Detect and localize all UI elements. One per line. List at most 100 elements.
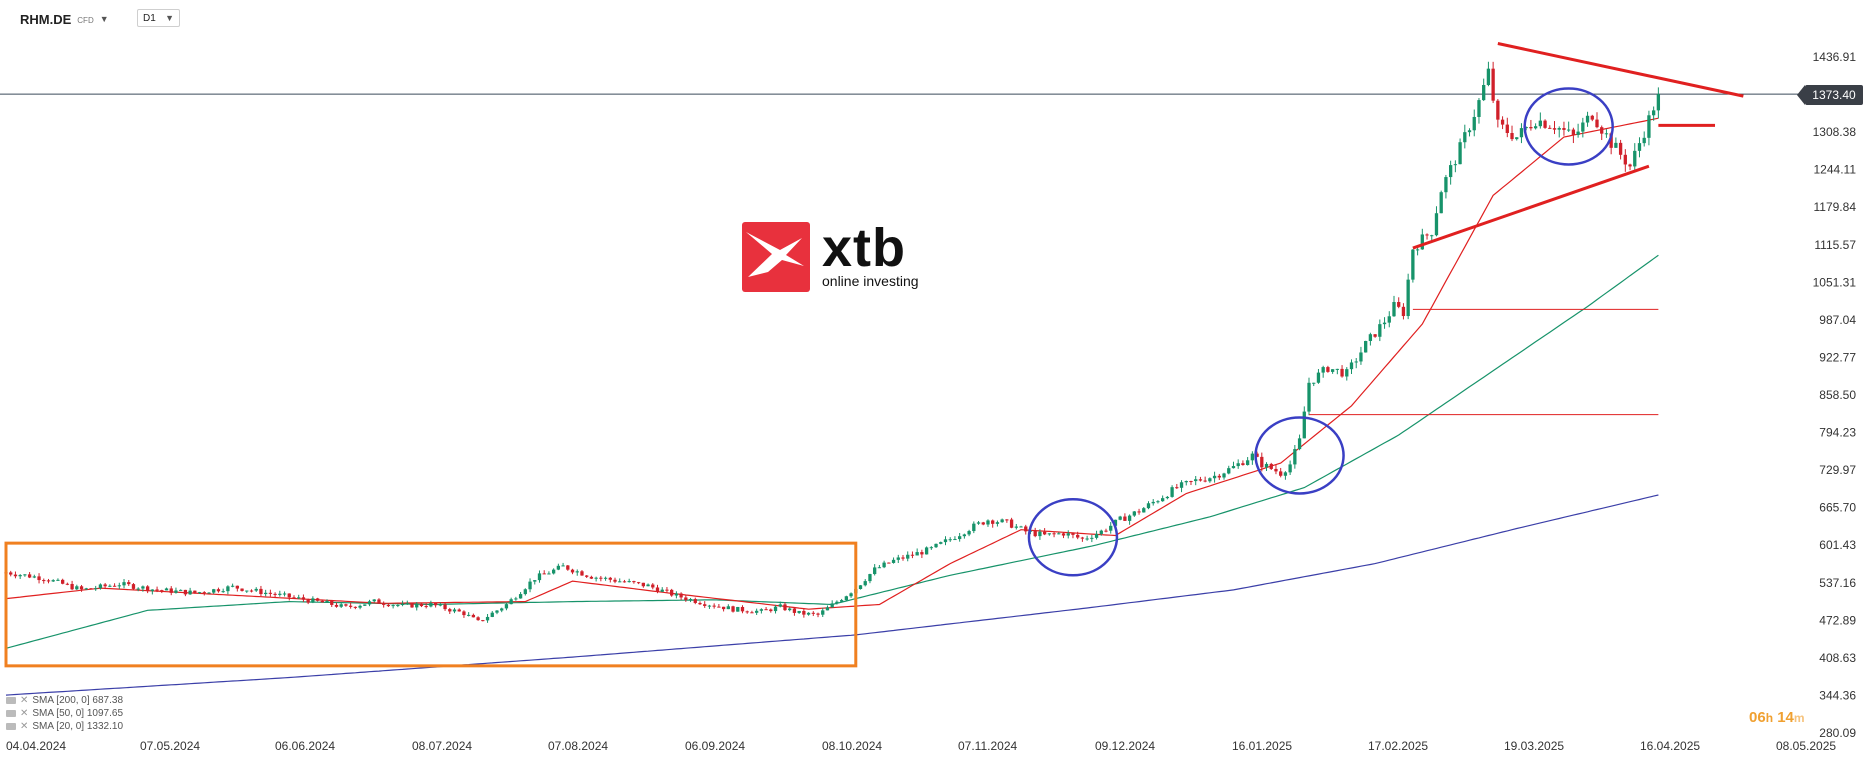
candle-body [169, 588, 173, 593]
legend-item[interactable]: ✕ SMA [200, 0] 687.38 [6, 694, 123, 707]
candle-body [1019, 526, 1023, 528]
eye-icon[interactable] [6, 723, 16, 730]
candle-body [1633, 150, 1637, 167]
timeframe-selector[interactable]: D1 ▼ [137, 9, 180, 27]
candle-body [1038, 531, 1042, 537]
candle-body [547, 573, 551, 575]
candle-body [759, 609, 764, 611]
candle-body [1581, 122, 1585, 132]
y-tick-label: 858.50 [1819, 388, 1856, 402]
candle-body [873, 567, 877, 575]
candle-body [363, 604, 367, 606]
candle-body [1387, 316, 1391, 323]
candle-body [160, 590, 164, 592]
candle-body [264, 592, 268, 595]
y-tick-label: 1308.38 [1813, 125, 1857, 139]
candle-body [1397, 302, 1401, 307]
y-axis: 1436.91 1308.38 1244.11 1179.84 1115.57 1051.… [1813, 50, 1857, 740]
candle-body [943, 539, 948, 543]
close-icon[interactable]: ✕ [20, 708, 29, 719]
candle-body [929, 547, 933, 549]
candle-body [566, 565, 570, 570]
candle-body [1359, 352, 1363, 362]
candle-body [1179, 482, 1184, 488]
candle-body [13, 574, 18, 577]
candle-body [1156, 501, 1160, 503]
candle-body [1109, 525, 1113, 531]
eye-icon[interactable] [6, 710, 16, 717]
candle-body [117, 585, 121, 587]
legend-item[interactable]: ✕ SMA [20, 0] 1332.10 [6, 720, 123, 733]
candle-body [1486, 68, 1491, 85]
y-tick-label: 408.63 [1819, 651, 1856, 665]
logo-tagline: online investing [822, 273, 919, 289]
candle-body [424, 606, 428, 608]
candles [4, 61, 1661, 623]
legend-item[interactable]: ✕ SMA [50, 0] 1097.65 [6, 707, 123, 720]
candle-body [788, 608, 792, 611]
candle-body [958, 536, 962, 540]
candle-body [297, 597, 301, 599]
candle-body [594, 577, 598, 579]
candle-body [433, 602, 438, 606]
highlight-circle [1027, 498, 1119, 577]
y-tick-label: 537.16 [1819, 576, 1856, 590]
candle-body [986, 520, 990, 525]
candle-body [976, 522, 981, 524]
candle-body [467, 614, 471, 616]
candle-body [1127, 515, 1132, 521]
candle-body [438, 604, 442, 606]
close-icon[interactable]: ✕ [20, 721, 29, 732]
candle-body [1326, 367, 1330, 372]
candle-body [1297, 438, 1302, 450]
candle-body [585, 575, 589, 577]
candle-body [1231, 466, 1236, 469]
candle-body [1024, 526, 1028, 532]
candle-body [1335, 368, 1339, 370]
candle-body [1434, 213, 1439, 236]
candle-body [1491, 68, 1495, 101]
candle-body [556, 565, 561, 570]
candle-body [1448, 165, 1453, 178]
candle-body [452, 609, 457, 612]
candle-body [1094, 533, 1099, 538]
x-mark-icon [746, 232, 804, 277]
candle-body [1321, 367, 1325, 373]
candle-body [910, 554, 915, 556]
candle-body [703, 604, 707, 606]
symbol-selector[interactable]: RHM.DE CFD ▼ [20, 8, 109, 30]
candle-body [1571, 129, 1576, 135]
candle-body [622, 581, 627, 583]
candle-body [830, 603, 834, 608]
candle-body [641, 582, 645, 587]
candle-body [811, 612, 815, 614]
candle-body [1609, 133, 1613, 148]
candle-body [1222, 473, 1226, 478]
candle-body [939, 542, 943, 544]
eye-icon[interactable] [6, 697, 16, 704]
candle-body [1510, 133, 1514, 140]
candle-body [858, 585, 863, 590]
candle-body [1628, 164, 1632, 167]
candle-body [1184, 481, 1188, 483]
candle-body [1061, 533, 1066, 536]
candle-body [632, 581, 636, 583]
candle-body [495, 610, 499, 613]
chevron-down-icon[interactable]: ▼ [99, 14, 109, 24]
candle-body [344, 604, 348, 606]
candle-body [745, 611, 749, 613]
candle-body [509, 599, 513, 605]
candle-body [320, 600, 324, 603]
candle-body [292, 597, 296, 599]
candle-body [1415, 249, 1420, 251]
candle-body [61, 579, 65, 584]
candle-body [1142, 508, 1146, 513]
chevron-down-icon: ▼ [165, 13, 174, 23]
close-icon[interactable]: ✕ [20, 695, 29, 706]
candle-body [1472, 116, 1476, 131]
candle-body [287, 593, 291, 598]
candle-body [953, 539, 957, 541]
xtb-logo-mark [742, 222, 810, 292]
candle-body [1227, 468, 1231, 474]
